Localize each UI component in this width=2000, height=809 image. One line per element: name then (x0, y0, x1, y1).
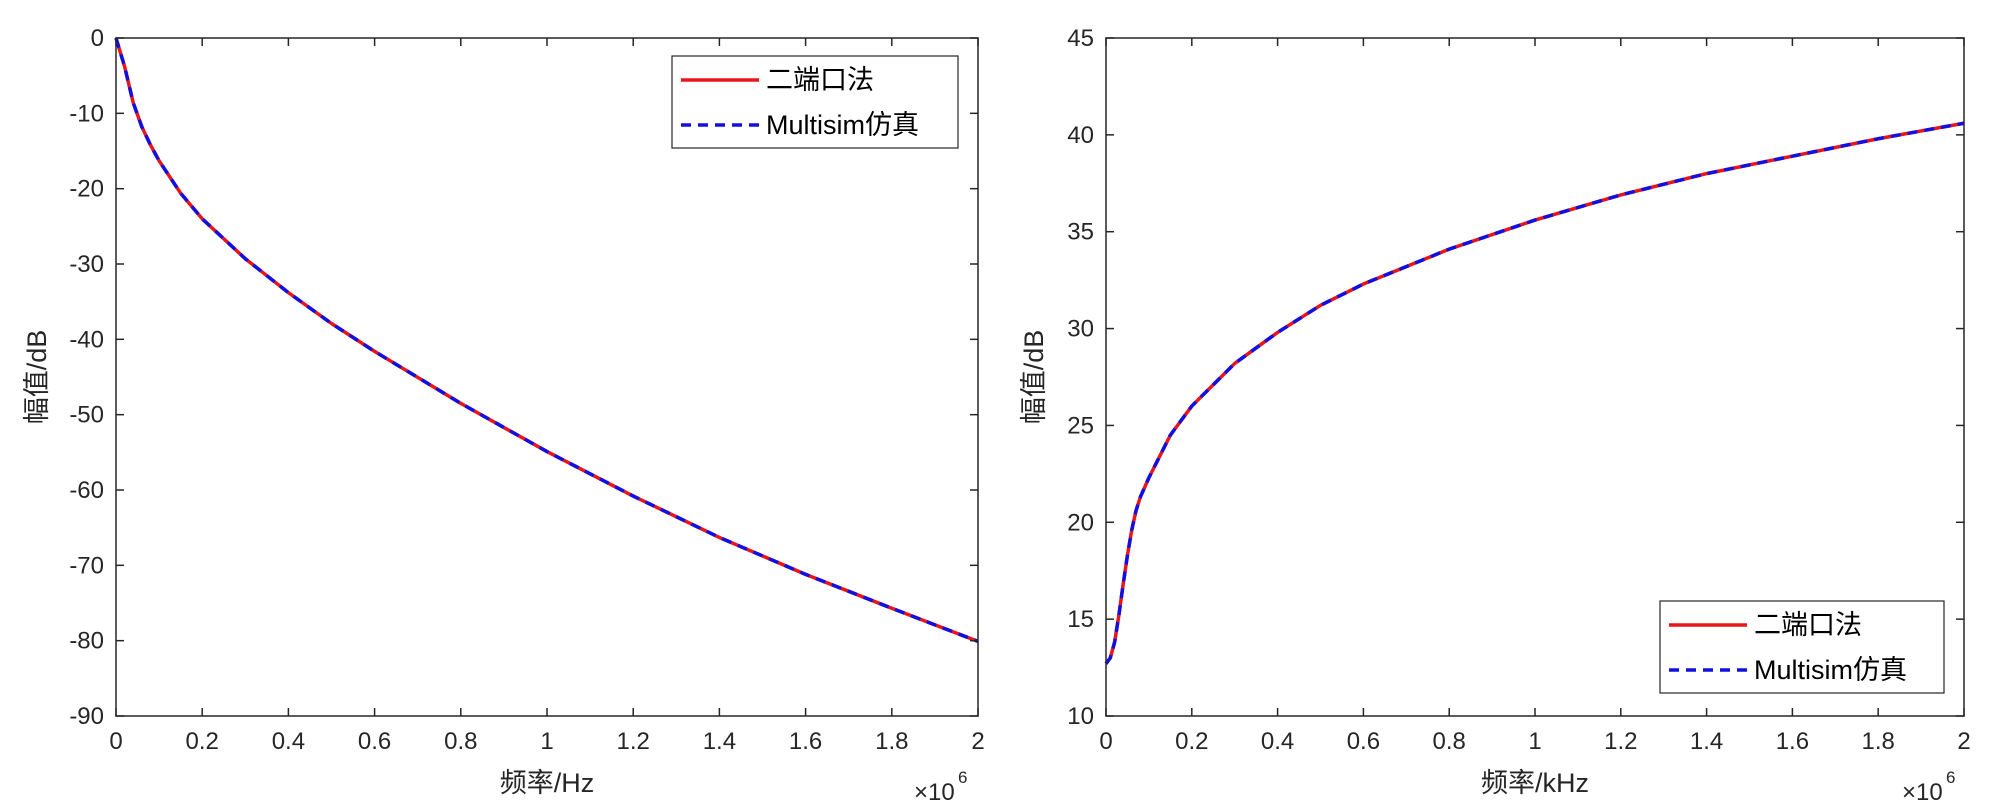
x-tick-label: 0.6 (358, 728, 391, 755)
x-tick-label: 1.4 (1690, 728, 1723, 755)
x-exponent-label: ×10 6 (1902, 768, 1955, 806)
legend-label-series-1: 二端口法 (1754, 610, 1862, 640)
chart-right: 0 0.2 0.4 0.6 0.8 1 1.2 1.4 1.6 1.8 2 10 15 20 25 30 35… (1019, 25, 1971, 806)
y-tick-label: -50 (69, 402, 104, 429)
x-exponent-label: ×10 6 (914, 768, 967, 806)
x-tick-label: 1.4 (703, 728, 736, 755)
y-tick-label: 0 (91, 25, 104, 52)
y-tick-label: 45 (1067, 25, 1094, 52)
x-tick-label: 1 (1528, 728, 1541, 755)
x-tick-label: 1.2 (617, 728, 650, 755)
x-tick-label: 0.2 (186, 728, 219, 755)
y-tick-label: 25 (1067, 412, 1094, 439)
ticks-layer (115, 37, 979, 717)
legend: 二端口法 Multisim仿真 (1659, 600, 1945, 694)
legend-label-series-2: Multisim仿真 (1754, 655, 1907, 685)
x-exponent-power: 6 (1946, 768, 1955, 787)
x-tick-label: 0 (109, 728, 122, 755)
legend-box (671, 55, 959, 149)
series-line-2 (1104, 121, 1965, 665)
y-tick-label: -90 (69, 703, 104, 730)
legend: 二端口法 Multisim仿真 (671, 55, 959, 149)
x-axis-title: 频率/kHz (1481, 768, 1589, 798)
x-tick-label: 0.6 (1347, 728, 1380, 755)
x-tick-label: 0 (1099, 728, 1112, 755)
series-layer (1104, 121, 1965, 665)
x-tick-label: 0.4 (1261, 728, 1294, 755)
y-tick-label: -10 (69, 100, 104, 127)
x-tick-label: 2 (1957, 728, 1970, 755)
y-tick-label: -40 (69, 326, 104, 353)
y-axis-title: 幅值/dB (1019, 330, 1049, 425)
x-tick-label: 1.8 (1862, 728, 1895, 755)
x-tick-label: 2 (971, 728, 984, 755)
series-line-2 (114, 37, 979, 644)
y-tick-label: 10 (1067, 703, 1094, 730)
x-tick-label: 0.8 (444, 728, 477, 755)
y-axis-title: 幅值/dB (22, 330, 52, 425)
y-tick-label: 35 (1067, 219, 1094, 246)
y-tick-label: -80 (69, 628, 104, 655)
x-tick-label: 1.8 (875, 728, 908, 755)
y-tick-label: -70 (69, 552, 104, 579)
x-tick-label: 0.2 (1175, 728, 1208, 755)
y-tick-label: 40 (1067, 122, 1094, 149)
x-tick-labels: 0 0.2 0.4 0.6 0.8 1 1.2 1.4 1.6 1.8 2 (1099, 728, 1970, 755)
x-axis-title: 频率/Hz (500, 768, 595, 798)
x-exponent-power: 6 (958, 768, 967, 787)
y-tick-label: 15 (1067, 606, 1094, 633)
y-tick-label: 20 (1067, 509, 1094, 536)
y-tick-label: -20 (69, 176, 104, 203)
x-tick-labels: 0 0.2 0.4 0.6 0.8 1 1.2 1.4 1.6 1.8 2 (109, 728, 984, 755)
legend-box (1659, 600, 1945, 694)
x-exponent-base: ×10 (914, 779, 955, 806)
legend-label-series-1: 二端口法 (766, 65, 874, 95)
x-tick-label: 1.6 (789, 728, 822, 755)
x-tick-label: 1.6 (1776, 728, 1809, 755)
y-tick-label: -60 (69, 477, 104, 504)
x-tick-label: 0.8 (1433, 728, 1466, 755)
y-tick-labels: -90 -80 -70 -60 -50 -40 -30 -20 -10 0 (69, 25, 104, 730)
plot-area (116, 38, 978, 716)
y-tick-label: -30 (69, 251, 104, 278)
chart-left: 0 0.2 0.4 0.6 0.8 1 1.2 1.4 1.6 1.8 2 -90 -80 -70 -60… (22, 25, 985, 806)
x-tick-label: 1 (540, 728, 553, 755)
x-tick-label: 0.4 (272, 728, 305, 755)
y-tick-label: 30 (1067, 316, 1094, 343)
y-tick-labels: 10 15 20 25 30 35 40 45 (1067, 25, 1094, 730)
series-layer (114, 37, 979, 644)
x-tick-label: 1.2 (1604, 728, 1637, 755)
x-exponent-base: ×10 (1902, 779, 1943, 806)
ticks-layer (1105, 37, 1965, 717)
legend-label-series-2: Multisim仿真 (766, 110, 919, 140)
